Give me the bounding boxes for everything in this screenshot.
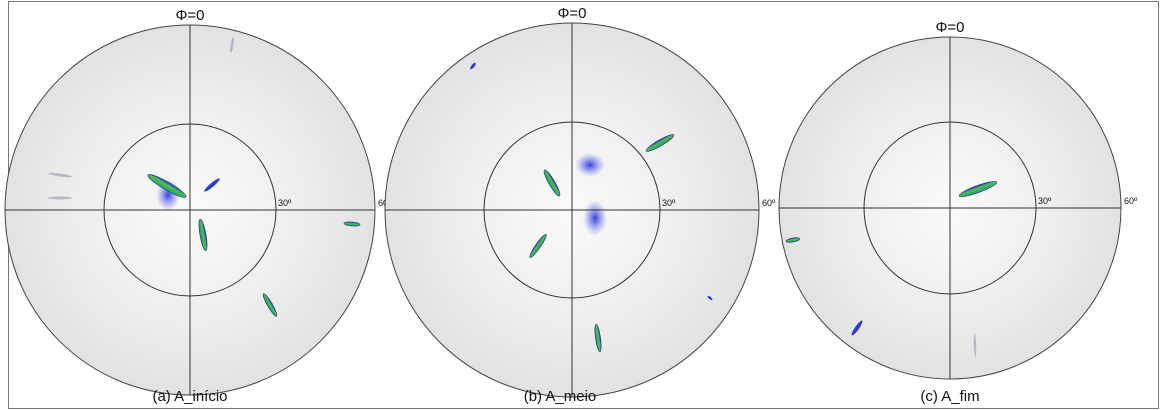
pole-streak [851,320,863,336]
intensity-blob [575,153,605,177]
pole-streak [785,237,801,243]
caption: (c) A_fim [920,388,979,405]
pole-streak [958,181,998,197]
pole-streak [343,221,361,227]
intensity-blob [583,200,607,236]
pole-streak [262,293,278,317]
pole-streak [198,218,208,252]
outer-ring-label: 60º [1124,196,1138,206]
caption: (a) A_início [152,388,227,405]
pole-streak [48,172,72,178]
pole-streak [707,295,713,301]
caption: (b) A_meio [524,388,597,405]
inner-ring-label: 30º [1038,196,1052,206]
inner-ring-label: 30º [662,198,676,208]
pole-streak [973,333,977,357]
pole-streak [147,174,187,198]
outer-ring-label: 60º [762,198,776,208]
inner-ring-label: 30º [278,198,292,208]
pole-streak [529,234,547,258]
pole-streak [645,134,675,152]
top-label: Φ=0 [557,5,586,22]
pole-streak [229,37,235,53]
pole-streak [48,196,72,200]
top-label: Φ=0 [935,19,964,36]
pole-streak [543,169,561,197]
pole-streak [204,178,220,192]
pole-streak [594,323,602,353]
top-label: Φ=0 [175,7,204,24]
pole-streak [470,62,476,70]
